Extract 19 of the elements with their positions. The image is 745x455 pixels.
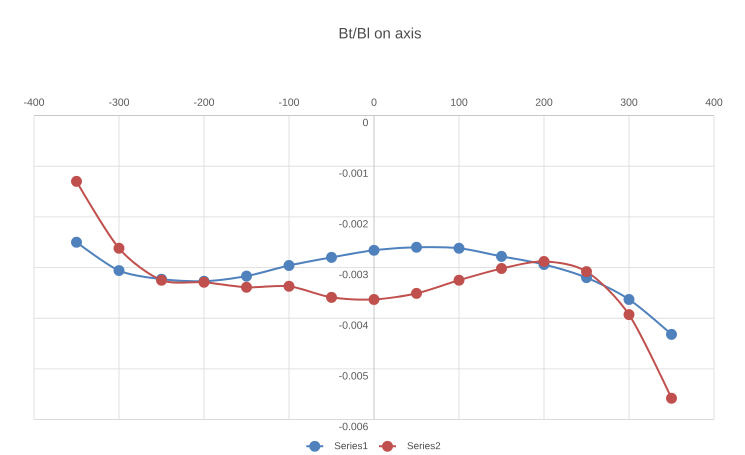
legend-label: Series1 [334, 442, 368, 450]
x-tick-label: 0 [372, 98, 377, 106]
legend-label: Series2 [407, 442, 440, 450]
y-tick-label: 0 [362, 118, 368, 126]
x-tick-label: 400 [706, 98, 722, 106]
y-tick-label: -0.005 [339, 372, 368, 380]
x-tick-label: -400 [24, 98, 44, 106]
x-tick-label: 100 [451, 98, 468, 106]
y-tick-label: -0.001 [339, 169, 368, 177]
x-tick-label: -300 [109, 98, 130, 106]
x-tick-label: -200 [194, 98, 214, 106]
y-tick-label: -0.006 [339, 422, 368, 430]
x-tick-label: -100 [279, 98, 300, 106]
x-tick-label: 300 [620, 98, 638, 106]
y-tick-label: -0.002 [339, 220, 368, 228]
x-tick-label: 200 [536, 98, 552, 106]
y-tick-label: -0.004 [339, 321, 368, 329]
y-tick-label: -0.003 [339, 270, 368, 278]
chart-title: Bt/Bl on axis [340, 28, 421, 38]
